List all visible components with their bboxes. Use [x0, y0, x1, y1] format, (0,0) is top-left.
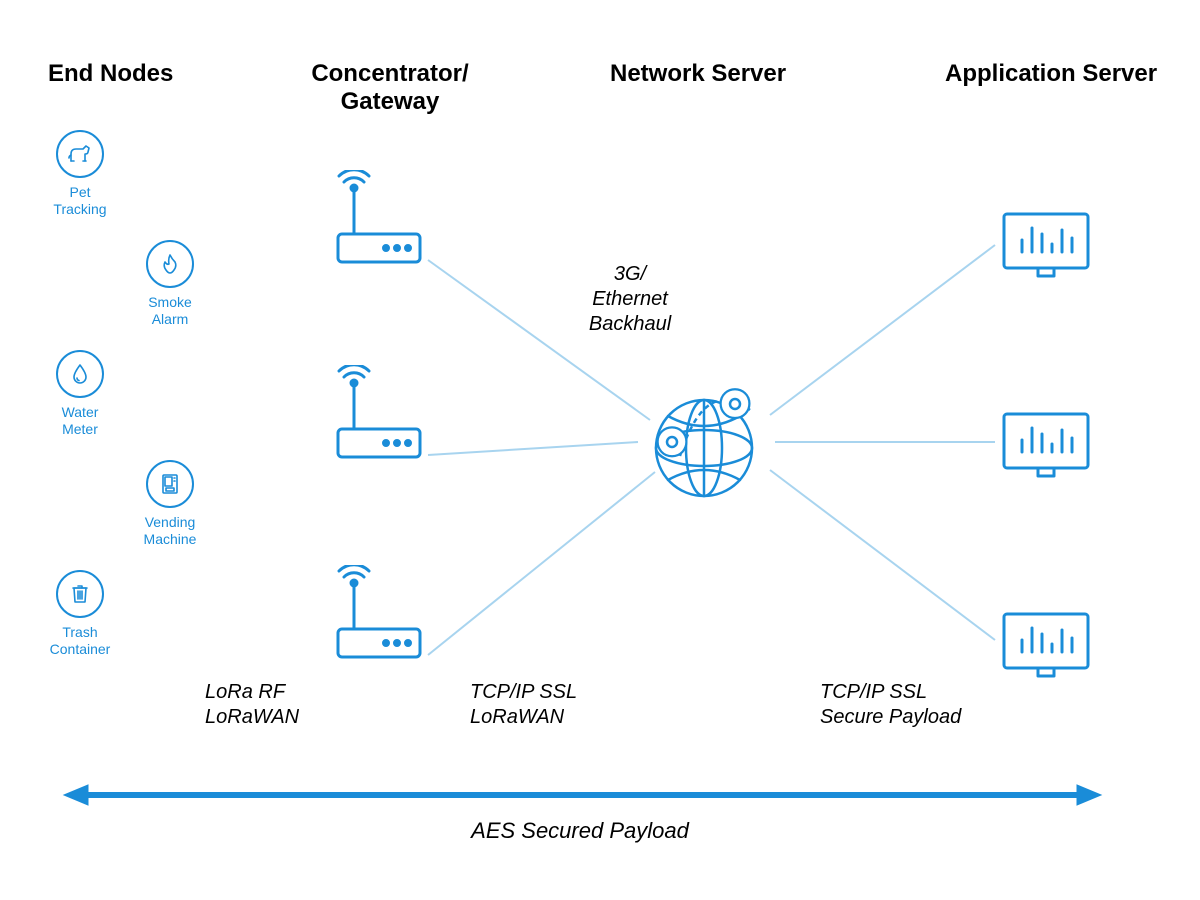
monitor-icon — [1000, 210, 1092, 280]
gateway-1 — [330, 170, 420, 270]
end-node-water: WaterMeter — [40, 350, 120, 438]
network-server-globe — [640, 378, 770, 508]
end-node-vending: VendingMachine — [130, 460, 210, 548]
gateway-2 — [330, 365, 420, 465]
protocol-tcpip-secure: TCP/IP SSLSecure Payload — [820, 680, 961, 730]
app-server-3 — [1000, 610, 1090, 675]
end-node-trash: TrashContainer — [40, 570, 120, 658]
header-app-server: Application Server — [945, 60, 1157, 88]
router-icon — [330, 365, 428, 465]
dog-icon — [66, 140, 94, 168]
backhaul-label: 3G/ Ethernet Backhaul — [560, 262, 700, 337]
header-network-server: Network Server — [610, 60, 786, 88]
trash-icon — [67, 581, 93, 607]
app-server-1 — [1000, 210, 1090, 275]
droplet-icon — [67, 361, 93, 387]
monitor-icon — [1000, 610, 1092, 680]
router-icon — [330, 170, 428, 270]
protocol-tcpip-lorawan: TCP/IP SSLLoRaWAN — [470, 680, 577, 730]
protocol-lora: LoRa RFLoRaWAN — [205, 680, 299, 730]
globe-icon — [640, 378, 775, 513]
aes-label: AES Secured Payload — [0, 818, 1160, 844]
flame-icon — [157, 251, 183, 277]
monitor-icon — [1000, 410, 1092, 480]
gateway-3 — [330, 565, 420, 665]
header-gateway: Concentrator/ Gateway — [300, 60, 480, 116]
router-icon — [330, 565, 428, 665]
app-server-2 — [1000, 410, 1090, 475]
header-end-nodes: End Nodes — [48, 60, 173, 88]
end-node-smoke: SmokeAlarm — [130, 240, 210, 328]
end-node-pet: PetTracking — [40, 130, 120, 218]
vending-icon — [157, 471, 183, 497]
